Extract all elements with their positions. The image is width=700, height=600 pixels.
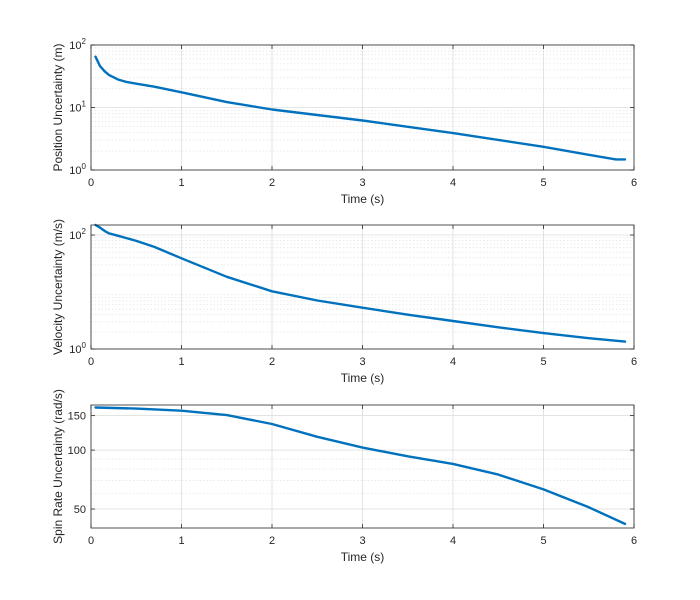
x-axis-label: Time (s): [341, 192, 385, 206]
x-axis-label: Time (s): [341, 550, 385, 564]
x-tick-label: 6: [631, 177, 637, 189]
subplot-3: 0 1 2 3 4 5 6 50 100 150 Time (s) Spin Rate Uncerta…: [51, 389, 637, 564]
subplot-1: 0 1 2 3 4 5 6 100 101 102 Time (s) Position Uncerta…: [51, 37, 637, 206]
y-tick-label: 50: [74, 504, 86, 516]
x-tick-label: 1: [178, 535, 184, 547]
y-tick-label: 100: [69, 341, 86, 356]
x-tick-label: 5: [540, 535, 546, 547]
x-tick-label: 6: [631, 535, 637, 547]
x-tick-label: 1: [178, 356, 184, 368]
y-tick-label: 102: [69, 37, 86, 52]
x-tick-label: 5: [540, 356, 546, 368]
subplot-2: 0 1 2 3 4 5 6 100 102 Time (s) Velocity Uncertaint…: [51, 219, 637, 385]
y-tick-label: 150: [68, 411, 86, 423]
x-tick-label: 4: [450, 356, 456, 368]
series-line-1: [94, 55, 627, 161]
y-tick-label: 100: [68, 445, 86, 457]
x-tick-label: 4: [450, 177, 456, 189]
x-tick-label: 3: [359, 177, 365, 189]
x-tick-label: 0: [88, 177, 94, 189]
y-axis-label: Spin Rate Uncertainty (rad/s): [51, 389, 65, 544]
x-axis-label: Time (s): [341, 371, 385, 385]
y-axis-label: Velocity Uncertainty (m/s): [51, 219, 65, 355]
series-line-1: [94, 223, 627, 343]
x-tick-label: 0: [88, 356, 94, 368]
y-tick-label: 100: [69, 162, 86, 177]
x-tick-label: 3: [359, 535, 365, 547]
x-tick-label: 0: [88, 535, 94, 547]
x-tick-label: 2: [269, 177, 275, 189]
x-tick-label: 4: [450, 535, 456, 547]
y-tick-label: 101: [69, 100, 86, 115]
x-tick-label: 2: [269, 356, 275, 368]
x-tick-label: 5: [540, 177, 546, 189]
y-axis-label: Position Uncertainty (m): [51, 43, 65, 171]
x-tick-label: 6: [631, 356, 637, 368]
x-tick-label: 3: [359, 356, 365, 368]
x-tick-label: 1: [178, 177, 184, 189]
y-tick-label: 102: [69, 227, 86, 242]
x-tick-label: 2: [269, 535, 275, 547]
series-line-1: [94, 406, 627, 526]
